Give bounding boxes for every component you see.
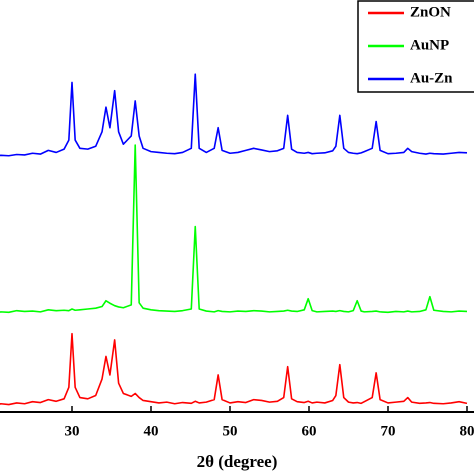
x-tick-label: 30 (65, 423, 80, 439)
legend-label: AuNP (410, 37, 449, 53)
legend-label: Au-Zn (410, 70, 453, 86)
legend-label: ZnON (410, 4, 451, 20)
line-series (0, 332, 468, 406)
line-series (0, 73, 468, 157)
x-tick-label: 70 (381, 423, 396, 439)
x-tick-label: 60 (302, 423, 317, 439)
legend: ZnON AuNP Au-Zn (357, 0, 474, 93)
x-tick-label: 80 (460, 423, 474, 439)
x-tick-label: 50 (223, 423, 238, 439)
x-axis-label: 2θ (degree) (197, 452, 278, 471)
x-tick-label: 20 (0, 423, 1, 439)
x-tick-label: 40 (144, 423, 159, 439)
line-series (0, 144, 468, 314)
